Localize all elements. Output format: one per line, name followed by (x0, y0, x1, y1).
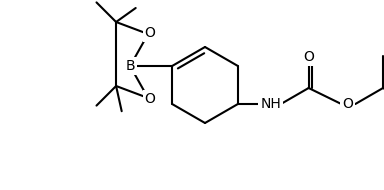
Text: O: O (303, 50, 314, 64)
Text: O: O (145, 92, 156, 106)
Text: O: O (145, 26, 156, 40)
Text: NH: NH (260, 97, 281, 111)
Text: O: O (342, 97, 353, 111)
Text: B: B (125, 59, 135, 73)
